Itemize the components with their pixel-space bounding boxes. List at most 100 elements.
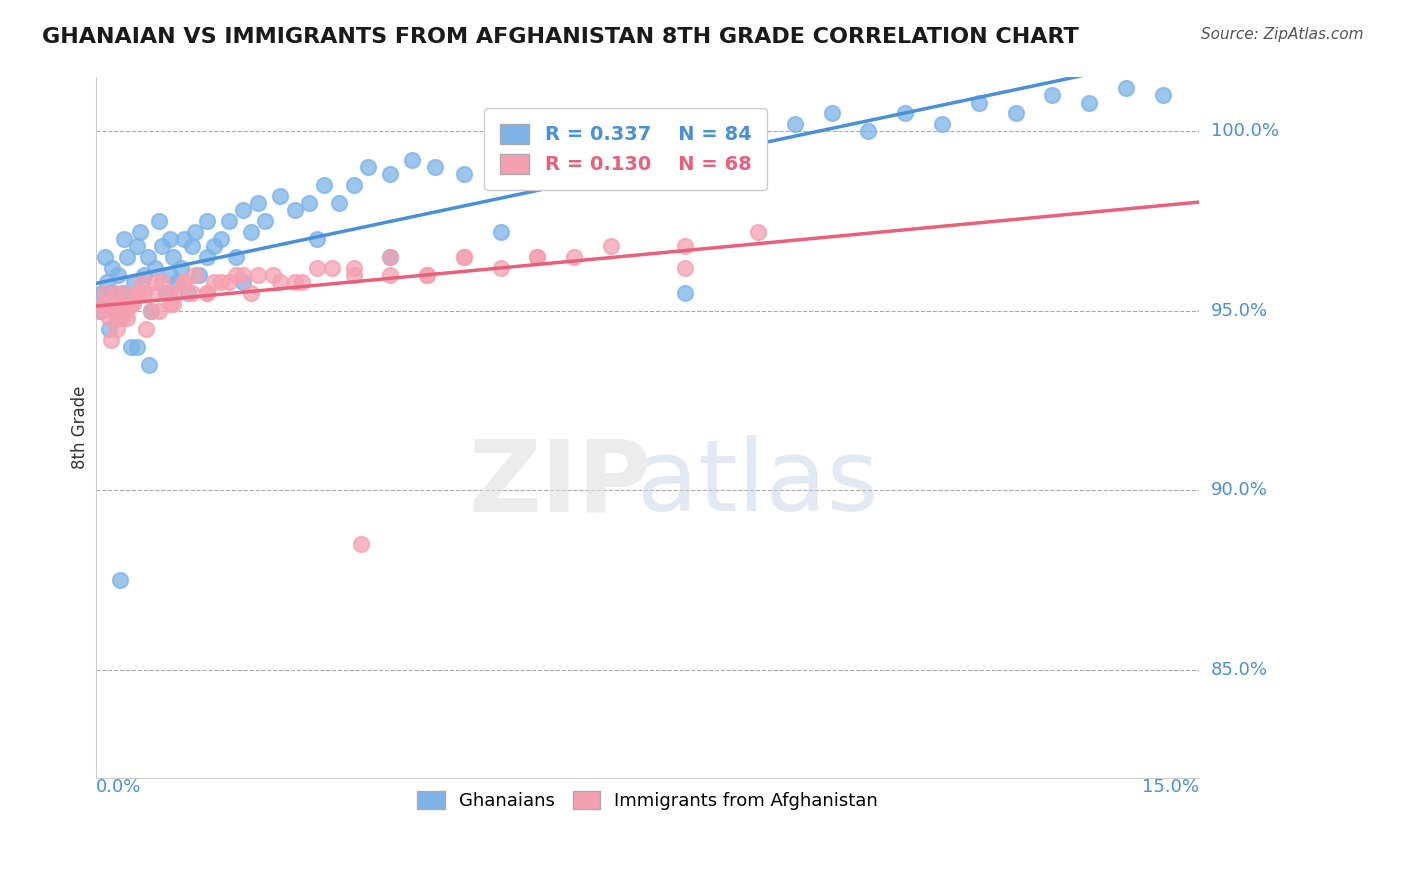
Point: [380, 250, 402, 264]
Point: [166, 275, 188, 289]
Point: [232, 275, 254, 289]
Point: [202, 239, 225, 253]
Point: [747, 225, 769, 239]
Point: [453, 250, 475, 264]
Point: [562, 250, 585, 264]
Point: [284, 275, 307, 289]
Point: [342, 268, 364, 282]
Text: Source: ZipAtlas.com: Source: ZipAtlas.com: [1201, 27, 1364, 42]
Point: [132, 268, 155, 282]
Point: [124, 275, 146, 289]
Point: [89, 303, 111, 318]
Point: [321, 260, 343, 275]
Point: [232, 268, 254, 282]
Point: [150, 275, 173, 289]
Point: [195, 214, 218, 228]
Point: [637, 131, 659, 145]
Point: [138, 358, 160, 372]
Point: [111, 310, 134, 325]
Point: [188, 268, 211, 282]
Point: [96, 296, 118, 310]
Point: [350, 537, 373, 551]
Point: [101, 303, 124, 318]
Point: [416, 268, 439, 282]
Point: [600, 160, 623, 174]
Point: [291, 275, 314, 289]
Point: [173, 275, 195, 289]
Point: [131, 275, 153, 289]
Point: [239, 285, 262, 300]
Point: [380, 167, 402, 181]
Point: [141, 303, 163, 318]
Text: 100.0%: 100.0%: [1211, 122, 1278, 140]
Point: [489, 260, 512, 275]
Point: [121, 296, 143, 310]
Point: [225, 250, 247, 264]
Point: [89, 303, 111, 318]
Point: [246, 196, 269, 211]
Point: [159, 232, 181, 246]
Point: [284, 203, 307, 218]
Point: [177, 285, 200, 300]
Point: [314, 178, 336, 193]
Point: [100, 333, 122, 347]
Point: [145, 285, 167, 300]
Point: [894, 106, 917, 120]
Point: [269, 275, 291, 289]
Point: [209, 232, 232, 246]
Point: [298, 196, 321, 211]
Point: [121, 340, 143, 354]
Point: [159, 296, 181, 310]
Point: [305, 232, 328, 246]
Point: [162, 296, 184, 310]
Point: [858, 124, 880, 138]
Point: [118, 296, 141, 310]
Point: [225, 268, 247, 282]
Point: [184, 225, 207, 239]
Point: [239, 225, 262, 239]
Point: [600, 239, 623, 253]
Point: [94, 250, 117, 264]
Point: [162, 250, 184, 264]
Point: [931, 117, 953, 131]
Point: [111, 285, 134, 300]
Point: [184, 268, 207, 282]
Point: [1152, 88, 1174, 103]
Text: GHANAIAN VS IMMIGRANTS FROM AFGHANISTAN 8TH GRADE CORRELATION CHART: GHANAIAN VS IMMIGRANTS FROM AFGHANISTAN …: [42, 27, 1078, 46]
Point: [262, 268, 284, 282]
Point: [107, 310, 129, 325]
Point: [98, 310, 121, 325]
Point: [135, 322, 157, 336]
Point: [105, 322, 128, 336]
Point: [112, 232, 135, 246]
Point: [328, 196, 350, 211]
Text: 95.0%: 95.0%: [1211, 301, 1268, 320]
Point: [159, 285, 181, 300]
Point: [166, 285, 188, 300]
Point: [380, 250, 402, 264]
Point: [357, 160, 380, 174]
Point: [101, 260, 124, 275]
Point: [1004, 106, 1026, 120]
Point: [202, 275, 225, 289]
Point: [1115, 81, 1137, 95]
Point: [107, 268, 129, 282]
Point: [380, 268, 402, 282]
Point: [195, 285, 218, 300]
Point: [173, 232, 195, 246]
Text: ZIP: ZIP: [468, 435, 651, 532]
Point: [489, 142, 512, 156]
Text: atlas: atlas: [637, 435, 879, 532]
Text: 90.0%: 90.0%: [1211, 482, 1267, 500]
Point: [180, 239, 202, 253]
Point: [103, 285, 125, 300]
Point: [143, 260, 166, 275]
Point: [1040, 88, 1063, 103]
Point: [269, 189, 291, 203]
Point: [118, 296, 141, 310]
Y-axis label: 8th Grade: 8th Grade: [72, 386, 89, 469]
Point: [94, 285, 117, 300]
Point: [129, 285, 152, 300]
Point: [526, 250, 548, 264]
Point: [132, 285, 155, 300]
